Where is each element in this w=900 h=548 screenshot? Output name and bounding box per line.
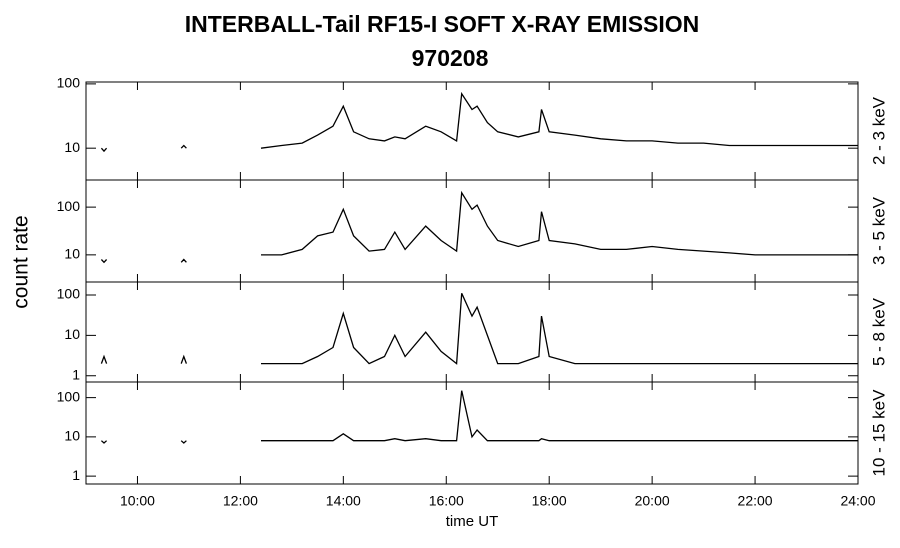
data-line: [100, 91, 858, 153]
x-tick-label: 12:00: [223, 493, 258, 509]
panel-label: 3 - 5 keV: [869, 196, 888, 265]
x-tick-label: 10:00: [120, 493, 155, 509]
y-tick-label: 100: [57, 75, 81, 91]
y-tick-label: 10: [64, 139, 80, 155]
panel-frame: [85, 81, 859, 181]
y-tick-label: 10: [64, 428, 80, 444]
data-line: [100, 190, 858, 264]
y-tick-label: 100: [57, 198, 81, 214]
data-line: [100, 390, 858, 444]
y-tick-label: 1: [72, 366, 80, 382]
chart-subtitle: 970208: [412, 45, 489, 71]
panel-frame: [85, 179, 859, 283]
y-tick-label: 10: [64, 246, 80, 262]
panel-frame: [85, 381, 859, 485]
x-tick-label: 16:00: [429, 493, 464, 509]
y-tick-label: 100: [57, 388, 81, 404]
x-tick-label: 18:00: [532, 493, 567, 509]
y-tick-label: 100: [57, 286, 81, 302]
x-tick-label: 14:00: [326, 493, 361, 509]
data-line: [100, 293, 858, 365]
y-tick-label: 10: [64, 326, 80, 342]
panel-label: 5 - 8 keV: [869, 297, 888, 366]
panel-frame: [85, 281, 859, 383]
x-tick-label: 22:00: [738, 493, 773, 509]
x-tick-label: 24:00: [840, 493, 875, 509]
y-axis-label: count rate: [10, 215, 33, 308]
chart-title: INTERBALL-Tail RF15-I SOFT X-RAY EMISSIO…: [185, 11, 700, 37]
y-tick-label: 1: [72, 467, 80, 483]
panel-label: 2 - 3 keV: [869, 96, 888, 165]
x-axis-label: time UT: [446, 513, 499, 530]
x-tick-label: 20:00: [635, 493, 670, 509]
panel-label: 10 - 15 keV: [869, 389, 888, 477]
